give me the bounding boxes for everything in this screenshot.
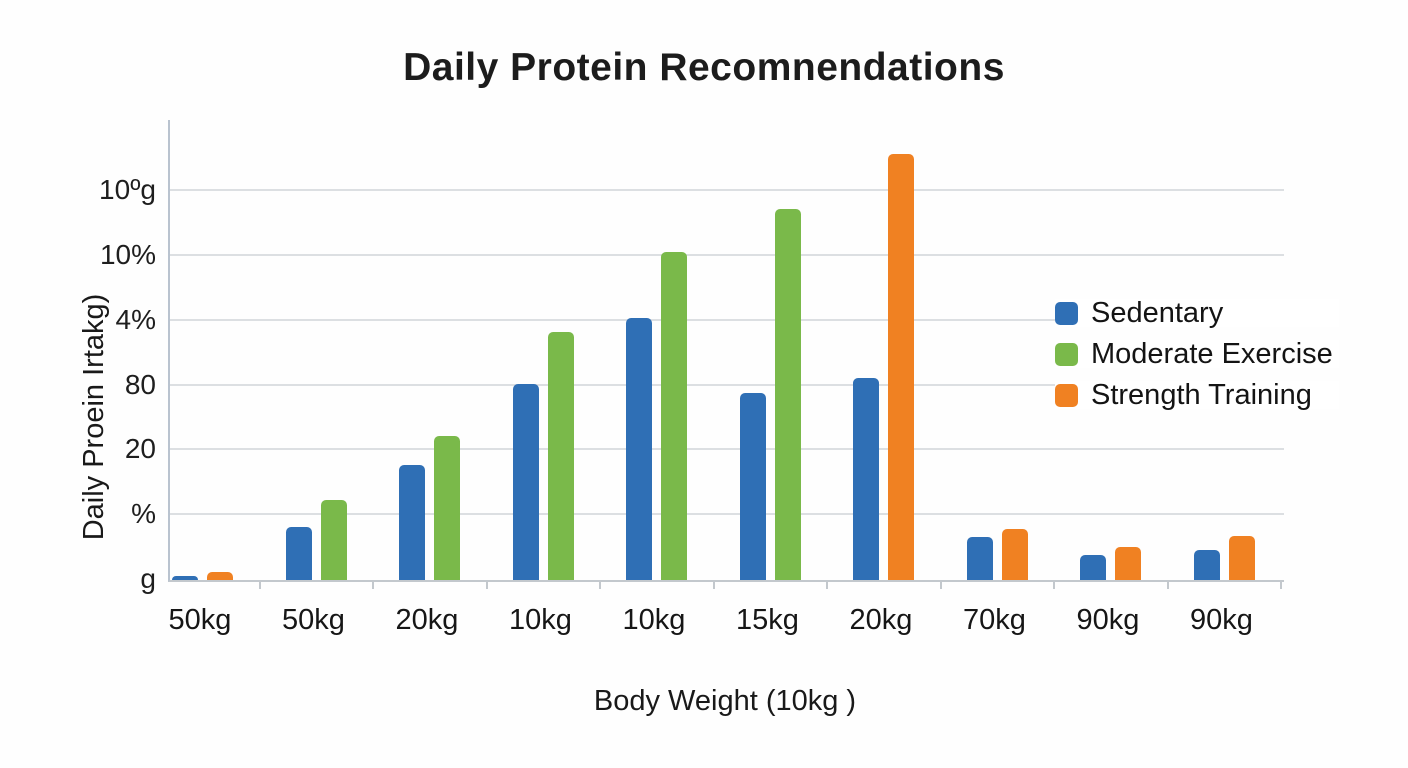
gridline [170, 383, 1284, 386]
bar-strength-training-90kg [1228, 535, 1255, 580]
bar-strength-training-20kg [888, 153, 914, 580]
legend-item-strength-training: Strength Training [1055, 378, 1339, 411]
x-tick-label: 50kg [168, 604, 232, 636]
bar-sedentary-50kg [172, 576, 198, 580]
y-tick-label: 10ºg [99, 174, 156, 206]
legend-swatch-icon [1055, 301, 1078, 325]
bar-strength-training-90kg [1115, 546, 1141, 580]
x-axis-tick [599, 580, 602, 589]
y-tick-label: g [140, 563, 156, 594]
y-tick-label: % [131, 498, 156, 530]
x-axis-title: Body Weight (10kg ) [593, 685, 857, 717]
plot-area [168, 120, 1284, 589]
gridline [170, 448, 1284, 451]
bar-moderate-exercise-15kg [774, 209, 801, 580]
bar-sedentary-20kg [853, 378, 879, 580]
x-tick-label: 20kg [395, 604, 459, 636]
x-tick-label: 70kg [963, 604, 1026, 636]
x-axis-tick [939, 580, 942, 589]
x-axis-tick [826, 580, 829, 589]
x-axis-tick [712, 580, 715, 589]
legend-swatch-icon [1055, 383, 1078, 407]
legend-swatch-icon [1055, 342, 1078, 366]
gridline [170, 254, 1284, 256]
bar-sedentary-90kg [1080, 555, 1106, 580]
legend-label: Strength Training [1091, 378, 1312, 411]
y-tick-label: 10% [99, 239, 156, 270]
legend-item-moderate-exercise: Moderate Exercise [1055, 337, 1339, 370]
bar-strength-training-70kg [1001, 529, 1028, 580]
x-tick-label: 20kg [849, 604, 913, 636]
y-tick-label: 80 [124, 368, 156, 400]
x-axis-tick [1166, 580, 1169, 589]
legend-label: Sedentary [1091, 296, 1224, 329]
legend: Sedentary Moderate Exercise Strength Train… [1055, 296, 1339, 411]
bar-sedentary-50kg [285, 526, 312, 580]
x-axis-tick [1280, 580, 1283, 589]
bar-moderate-exercise-50kg [320, 500, 347, 580]
bar-sedentary-15kg [739, 393, 766, 580]
legend-item-sedentary: Sedentary [1055, 296, 1339, 329]
y-tick-label: 4% [115, 303, 156, 335]
x-tick-label: 10kg [622, 604, 686, 636]
x-tick-label: 90kg [1190, 604, 1253, 636]
bar-sedentary-20kg [399, 464, 425, 580]
bar-moderate-exercise-10kg [661, 252, 687, 580]
bar-strength-training-50kg [207, 572, 233, 580]
x-tick-label: 90kg [1076, 604, 1140, 636]
x-axis-tick [485, 580, 488, 589]
gridline [170, 513, 1284, 516]
bar-sedentary-90kg [1193, 550, 1220, 580]
gridline [170, 189, 1284, 192]
y-tick-label: 20 [124, 433, 156, 465]
bar-sedentary-10kg [512, 384, 539, 580]
bar-sedentary-70kg [966, 537, 993, 580]
bar-moderate-exercise-10kg [547, 331, 574, 580]
bar-sedentary-10kg [626, 317, 652, 580]
x-tick-label: 15kg [736, 604, 799, 636]
chart-title: Daily Protein Recomnendations [403, 46, 1005, 89]
x-tick-label: 10kg [509, 604, 572, 636]
x-tick-label: 50kg [282, 604, 345, 636]
x-axis-tick [1053, 580, 1056, 589]
y-axis-title: Daily Proein Irtakg) [78, 293, 110, 541]
x-axis-tick [372, 580, 375, 589]
bar-moderate-exercise-20kg [434, 436, 460, 580]
gridline [170, 318, 1284, 321]
x-axis-tick [258, 580, 261, 589]
legend-label: Moderate Exercise [1091, 337, 1333, 370]
